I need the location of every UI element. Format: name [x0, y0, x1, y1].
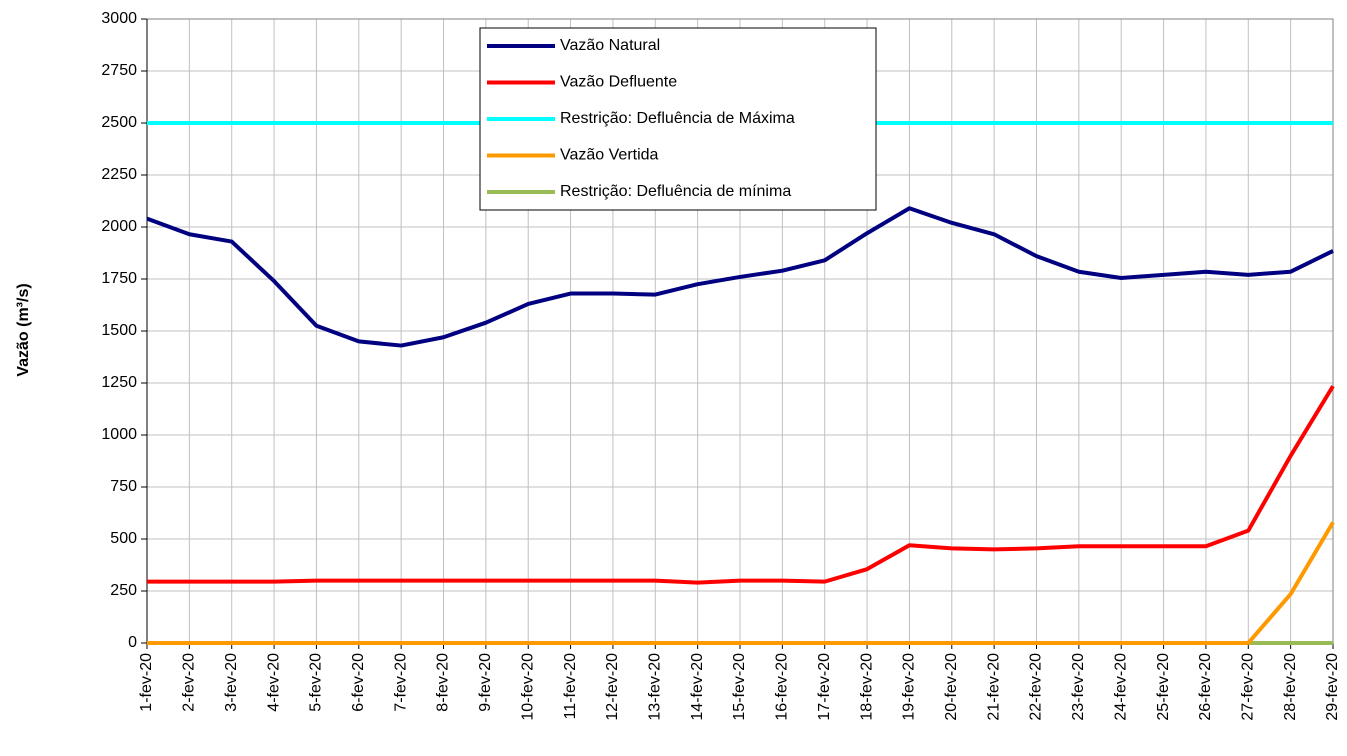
y-tick-label: 2750 — [101, 62, 137, 79]
legend-label: Restrição: Defluência de mínima — [560, 183, 791, 200]
x-tick-label: 28-fev-20 — [1282, 653, 1299, 721]
x-tick-label: 12-fev-20 — [604, 653, 621, 721]
series-line — [146, 206, 1334, 348]
y-tick-label: 0 — [128, 634, 137, 651]
x-tick-label: 6-fev-20 — [350, 653, 367, 712]
series-line — [147, 521, 1335, 645]
x-tick-label: 17-fev-20 — [816, 653, 833, 721]
x-tick-label: 7-fev-20 — [392, 653, 409, 712]
y-tick-label: 2000 — [101, 218, 137, 235]
x-tick-label: 13-fev-20 — [647, 653, 664, 721]
legend-label: Vazão Defluente — [560, 74, 677, 91]
x-tick-label: 5-fev-20 — [308, 653, 325, 712]
x-tick-label: 25-fev-20 — [1155, 653, 1172, 721]
x-tick-label: 24-fev-20 — [1112, 653, 1129, 721]
legend-label: Vazão Vertida — [560, 147, 659, 164]
x-tick-label: 11-fev-20 — [562, 653, 579, 720]
x-tick-label: 23-fev-20 — [1070, 653, 1087, 721]
x-tick-label: 9-fev-20 — [477, 653, 494, 712]
x-tick-label: 16-fev-20 — [774, 653, 791, 721]
x-tick-label: 2-fev-20 — [181, 653, 198, 712]
series-line — [147, 385, 1335, 585]
x-tick-label: 27-fev-20 — [1240, 653, 1257, 721]
x-tick-label: 19-fev-20 — [901, 653, 918, 721]
y-tick-label: 750 — [110, 478, 137, 495]
y-tick-label: 500 — [110, 530, 137, 547]
x-tick-label: 22-fev-20 — [1028, 653, 1045, 721]
y-tick-label: 1500 — [101, 322, 137, 339]
x-tick-label: 29-fev-20 — [1324, 653, 1341, 721]
x-tick-label: 3-fev-20 — [223, 653, 240, 712]
legend: Vazão Natural Vazão Defluente Restrição: D… — [479, 27, 877, 211]
x-tick-label: 18-fev-20 — [858, 653, 875, 721]
x-tick-label: 14-fev-20 — [689, 653, 706, 721]
legend-label: Vazão Natural — [560, 37, 660, 54]
y-axis-label: Vazão (m³/s) — [15, 283, 32, 376]
legend-label: Restrição: Defluência de Máxima — [560, 110, 795, 127]
x-tick-label: 15-fev-20 — [731, 653, 748, 721]
y-tick-label: 2250 — [101, 166, 137, 183]
x-tick-label: 10-fev-20 — [519, 653, 536, 721]
y-tick-label: 3000 — [101, 10, 137, 27]
x-tick-label: 8-fev-20 — [435, 653, 452, 712]
x-tick-label: 1-fev-20 — [138, 653, 155, 712]
y-tick-label: 1000 — [101, 426, 137, 443]
y-tick-label: 250 — [110, 582, 137, 599]
y-tick-label: 1250 — [101, 374, 137, 391]
y-tick-label: 2500 — [101, 114, 137, 131]
y-tick-label: 1750 — [101, 270, 137, 287]
x-tick-label: 21-fev-20 — [985, 653, 1002, 721]
x-tick-label: 20-fev-20 — [943, 653, 960, 721]
x-tick-label: 4-fev-20 — [265, 653, 282, 712]
x-tick-label: 26-fev-20 — [1197, 653, 1214, 721]
